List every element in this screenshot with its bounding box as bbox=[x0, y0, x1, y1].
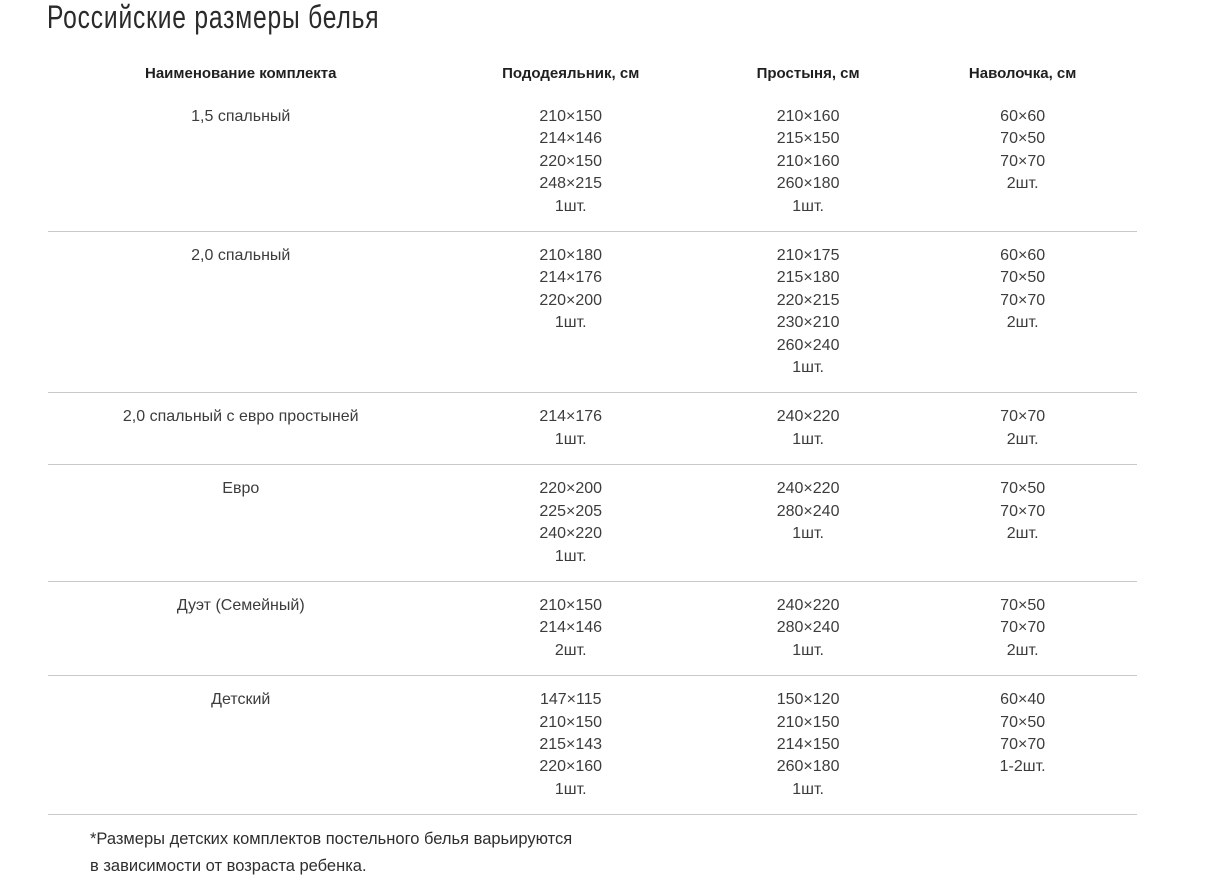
children-sizes-footnote: *Размеры детских комплектов постельного … bbox=[90, 830, 573, 875]
pillowcase-sizes-cell: 70×50 70×70 2шт. bbox=[1000, 480, 1046, 543]
sheet-sizes-cell: 240×220 1шт. bbox=[776, 408, 840, 448]
set-name-cell: Дуэт (Семейный) bbox=[176, 596, 305, 614]
set-name-cell: 2,0 спальный с евро простыней bbox=[122, 408, 359, 426]
pillowcase-sizes-cell: 70×70 2шт. bbox=[1000, 408, 1046, 448]
column-header-duvet-cover: Пододеяльник, см bbox=[502, 65, 640, 82]
table-row: Дуэт (Семейный) 210×150 214×146 2шт. 240… bbox=[48, 581, 1137, 676]
pillowcase-sizes-cell: 60×60 70×50 70×70 2шт. bbox=[1000, 247, 1046, 332]
sheet-sizes-cell: 210×160 215×150 210×160 260×180 1шт. bbox=[776, 108, 840, 215]
table-row: Детский 147×115 210×150 215×143 220×160 … bbox=[48, 676, 1137, 815]
set-name-cell: 1,5 спальный bbox=[191, 108, 291, 125]
table-row: Евро 220×200 225×205 240×220 1шт. 240×22… bbox=[48, 465, 1137, 582]
set-name-cell: 2,0 спальный bbox=[191, 247, 291, 265]
sheet-sizes-cell: 240×220 280×240 1шт. bbox=[776, 596, 840, 659]
set-name-cell: Детский bbox=[211, 691, 271, 709]
page-title: Российские размеры белья bbox=[47, 0, 380, 36]
sheet-sizes-cell: 210×175 215×180 220×215 230×210 260×240 … bbox=[776, 247, 840, 377]
duvet-sizes-cell: 210×180 214×176 220×200 1шт. bbox=[539, 247, 603, 332]
bedding-sizes-table: Наименование комплекта Пододеяльник, см … bbox=[48, 52, 1137, 815]
duvet-sizes-cell: 214×176 1шт. bbox=[539, 408, 603, 448]
set-name-cell: Евро bbox=[222, 480, 260, 498]
table-row: 1,5 спальный 210×150 214×146 220×150 248… bbox=[48, 93, 1137, 232]
pillowcase-sizes-cell: 60×60 70×50 70×70 2шт. bbox=[1000, 108, 1046, 193]
sheet-sizes-cell: 150×120 210×150 214×150 260×180 1шт. bbox=[776, 691, 840, 798]
duvet-sizes-cell: 210×150 214×146 2шт. bbox=[539, 596, 603, 659]
table-header-row: Наименование комплекта Пододеяльник, см … bbox=[48, 52, 1137, 93]
duvet-sizes-cell: 147×115 210×150 215×143 220×160 1шт. bbox=[539, 691, 603, 798]
pillowcase-sizes-cell: 60×40 70×50 70×70 1-2шт. bbox=[999, 691, 1046, 776]
duvet-sizes-cell: 220×200 225×205 240×220 1шт. bbox=[539, 480, 603, 565]
table-row: 2,0 спальный 210×180 214×176 220×200 1шт… bbox=[48, 232, 1137, 393]
sheet-sizes-cell: 240×220 280×240 1шт. bbox=[776, 480, 840, 543]
pillowcase-sizes-cell: 70×50 70×70 2шт. bbox=[1000, 596, 1046, 659]
column-header-sheet: Простыня, см bbox=[756, 65, 860, 82]
column-header-pillowcase: Наволочка, см bbox=[968, 65, 1077, 82]
column-header-set-name: Наименование комплекта bbox=[144, 65, 337, 82]
duvet-sizes-cell: 210×150 214×146 220×150 248×215 1шт. bbox=[539, 108, 603, 215]
table-row: 2,0 спальный с евро простыней 214×176 1ш… bbox=[48, 393, 1137, 465]
